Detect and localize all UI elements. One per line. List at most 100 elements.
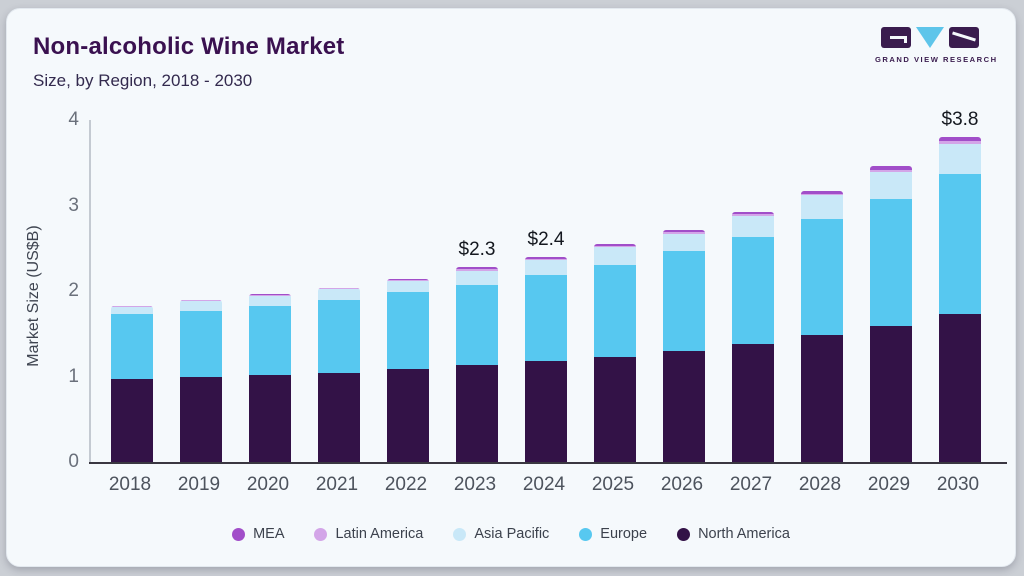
bar-2027 xyxy=(732,211,774,462)
bar-segment-europe xyxy=(870,198,912,327)
y-tick-4: 4 xyxy=(68,109,79,130)
bar-segment-latin-america xyxy=(456,268,498,271)
bar-segment-europe xyxy=(594,264,636,357)
bar-segment-mea xyxy=(456,267,498,269)
bar-segment-north-america xyxy=(525,361,567,462)
bar-segment-mea xyxy=(180,299,222,301)
x-axis-labels: 2018 2019 2020 2021 2022 2023 2024 2025 2026 2027… xyxy=(89,474,1005,498)
bar-segment-latin-america xyxy=(663,232,705,234)
y-axis-ticks: 0 1 2 3 4 xyxy=(43,109,79,472)
bar-segment-europe xyxy=(180,310,222,377)
bar-segment-north-america xyxy=(939,314,981,462)
y-axis-title: Market Size (US$B) xyxy=(25,225,42,367)
value-label-2024: $2.4 xyxy=(527,228,565,250)
bar-segment-north-america xyxy=(801,335,843,462)
bar-segment-mea xyxy=(939,137,981,142)
bar-segment-latin-america xyxy=(939,141,981,144)
bar-2020 xyxy=(249,294,291,462)
page-subtitle: Size, by Region, 2018 - 2030 xyxy=(33,71,253,90)
bar-segment-asia-pacific xyxy=(870,172,912,199)
bar-segment-mea xyxy=(318,287,360,289)
bar-segment-latin-america xyxy=(525,258,567,261)
legend-item-mea: MEA xyxy=(232,526,284,542)
value-label-2023: $2.3 xyxy=(458,239,496,261)
bar-segment-latin-america xyxy=(387,279,429,281)
legend-dot-icon xyxy=(677,527,691,541)
bar-segment-asia-pacific xyxy=(249,296,291,307)
bar-segment-north-america xyxy=(318,373,360,462)
bar-segment-north-america xyxy=(456,365,498,462)
bar-segment-latin-america xyxy=(732,214,774,216)
y-tick-1: 1 xyxy=(68,365,79,387)
gvr-r-icon xyxy=(949,27,979,48)
gvr-v-icon xyxy=(916,27,944,48)
value-label-2030: $3.8 xyxy=(941,109,979,131)
x-label-2020: 2020 xyxy=(246,474,290,495)
bar-segment-north-america xyxy=(387,368,429,462)
bar-segment-latin-america xyxy=(249,295,291,297)
bar-segment-mea xyxy=(387,279,429,280)
legend-item-europe: Europe xyxy=(579,526,647,542)
legend-label: North America xyxy=(698,526,790,542)
bar-segment-mea xyxy=(870,166,912,170)
bar-segment-latin-america xyxy=(111,306,153,308)
bar-2025 xyxy=(594,244,636,462)
x-label-2029: 2029 xyxy=(867,474,911,495)
y-tick-0: 0 xyxy=(68,451,79,472)
x-label-2026: 2026 xyxy=(660,474,704,495)
x-label-2028: 2028 xyxy=(798,474,842,495)
bar-segment-europe xyxy=(387,291,429,369)
bar-segment-europe xyxy=(525,274,567,362)
bar-2028 xyxy=(801,191,843,462)
bar-2022 xyxy=(387,279,429,462)
bar-segment-asia-pacific xyxy=(180,301,222,311)
grand-view-research-logo: GRAND VIEW RESEARCH xyxy=(875,27,996,64)
chart-card: Non-alcoholic Wine Market Size, by Regio… xyxy=(6,8,1016,567)
bar-segment-asia-pacific xyxy=(594,247,636,265)
x-label-2030: 2030 xyxy=(936,474,980,495)
legend-item-asia-pacific: Asia Pacific xyxy=(453,526,549,542)
legend-label: Asia Pacific xyxy=(474,526,550,542)
bar-2021 xyxy=(318,287,360,462)
bar-segment-north-america xyxy=(180,376,222,462)
bar-segment-north-america xyxy=(249,374,291,462)
bar-segment-latin-america xyxy=(870,169,912,173)
bar-segment-mea xyxy=(801,191,843,194)
x-label-2018: 2018 xyxy=(108,474,152,495)
bar-segment-europe xyxy=(111,314,153,380)
gvr-g-icon xyxy=(881,27,911,48)
bar-2018 xyxy=(111,305,153,462)
legend-label: Latin America xyxy=(335,526,424,542)
x-axis-line xyxy=(89,462,1007,464)
y-tick-3: 3 xyxy=(68,194,79,216)
legend-item-north-america: North America xyxy=(677,526,790,542)
x-label-2023: 2023 xyxy=(453,474,497,495)
x-label-2019: 2019 xyxy=(177,474,221,495)
bar-segment-mea xyxy=(525,256,567,259)
plot-area: $2.3 $2.4 $3.8 xyxy=(89,109,1007,464)
bar-segment-mea xyxy=(249,294,291,296)
legend-item-latin-america: Latin America xyxy=(314,526,423,542)
bar-segment-north-america xyxy=(594,356,636,462)
bar-segment-latin-america xyxy=(801,193,843,196)
bar-segment-mea xyxy=(732,211,774,215)
legend-label: Europe xyxy=(600,526,648,542)
legend-dot-icon xyxy=(314,527,328,541)
bar-segment-asia-pacific xyxy=(456,270,498,286)
bar-2019 xyxy=(180,299,222,462)
bar-segment-europe xyxy=(732,237,774,345)
bar-segment-mea xyxy=(663,230,705,233)
bar-2029 xyxy=(870,166,912,462)
bar-segment-europe xyxy=(318,300,360,374)
bar-segment-europe xyxy=(939,173,981,315)
bar-segment-asia-pacific xyxy=(387,280,429,292)
x-label-2022: 2022 xyxy=(384,474,428,495)
bar-segment-mea xyxy=(594,244,636,246)
bar-segment-asia-pacific xyxy=(939,143,981,174)
bar-segment-latin-america xyxy=(318,288,360,290)
bar-segment-latin-america xyxy=(180,300,222,302)
bar-segment-latin-america xyxy=(594,245,636,248)
x-label-2021: 2021 xyxy=(315,474,359,495)
bar-segment-north-america xyxy=(870,326,912,462)
bar-segment-mea xyxy=(111,305,153,307)
